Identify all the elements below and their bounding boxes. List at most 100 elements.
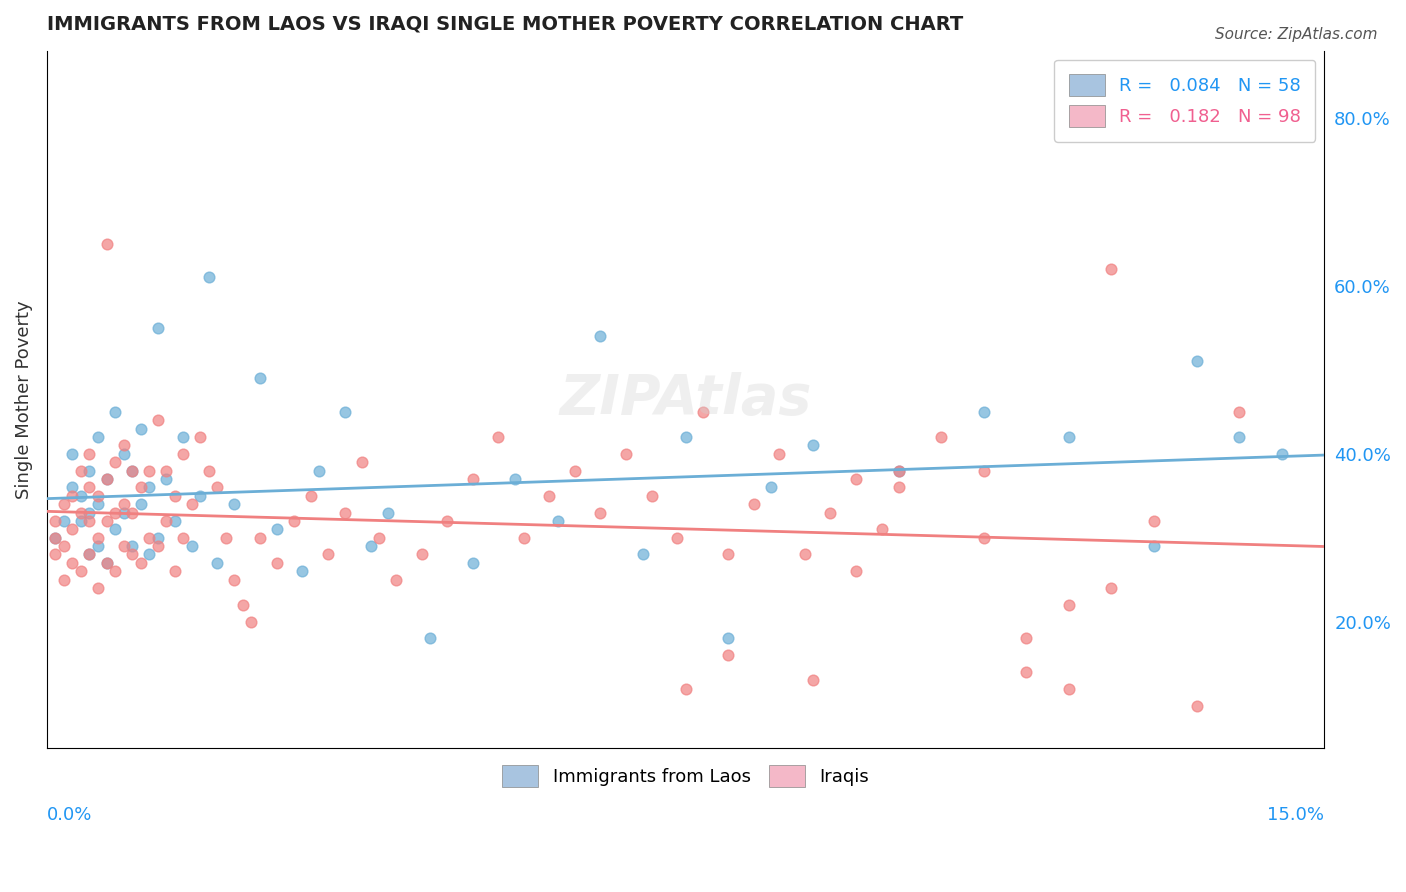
Point [121,548,143,562]
Point [96,514,118,528]
Text: ZIPAtlas: ZIPAtlas [560,372,811,426]
Point [172,447,194,461]
Point [614,447,637,461]
Point [845,472,868,486]
Point [96,236,118,251]
Point [631,548,654,562]
Point [146,539,169,553]
Point [1101,262,1123,277]
Point [368,531,391,545]
Point [1271,447,1294,461]
Point [461,472,484,486]
Point [70,514,93,528]
Point [87,539,110,553]
Point [224,497,246,511]
Point [163,489,186,503]
Point [205,480,228,494]
Point [291,564,314,578]
Point [62,556,84,570]
Point [249,371,271,385]
Point [138,464,160,478]
Point [52,514,75,528]
Point [505,472,527,486]
Point [62,480,84,494]
Point [717,648,740,663]
Point [803,438,825,452]
Point [146,413,169,427]
Point [112,447,135,461]
Point [299,489,322,503]
Point [188,430,211,444]
Point [163,564,186,578]
Point [112,539,135,553]
Point [70,464,93,478]
Point [138,480,160,494]
Point [973,464,995,478]
Text: IMMIGRANTS FROM LAOS VS IRAQI SINGLE MOTHER POVERTY CORRELATION CHART: IMMIGRANTS FROM LAOS VS IRAQI SINGLE MOT… [46,15,963,34]
Point [172,531,194,545]
Point [96,556,118,570]
Point [138,531,160,545]
Point [717,548,740,562]
Point [1015,665,1038,679]
Point [79,506,101,520]
Point [308,464,330,478]
Point [52,539,75,553]
Legend: R =   0.084   N = 58, R =   0.182   N = 98: R = 0.084 N = 58, R = 0.182 N = 98 [1054,60,1316,142]
Point [333,506,356,520]
Point [129,480,152,494]
Point [1143,514,1166,528]
Point [436,514,458,528]
Point [121,464,143,478]
Point [266,522,288,536]
Point [675,681,697,696]
Point [87,489,110,503]
Point [52,573,75,587]
Point [62,447,84,461]
Point [1015,632,1038,646]
Point [283,514,305,528]
Point [793,548,815,562]
Point [845,564,868,578]
Point [129,497,152,511]
Point [564,464,586,478]
Point [1057,681,1080,696]
Point [1101,581,1123,595]
Point [742,497,765,511]
Point [112,497,135,511]
Point [155,472,177,486]
Point [461,556,484,570]
Point [249,531,271,545]
Point [44,531,66,545]
Point [692,405,714,419]
Point [121,539,143,553]
Point [1227,405,1250,419]
Point [44,531,66,545]
Point [79,464,101,478]
Point [96,472,118,486]
Point [155,464,177,478]
Point [232,598,254,612]
Point [70,489,93,503]
Point [52,497,75,511]
Point [87,430,110,444]
Point [870,522,893,536]
Point [360,539,382,553]
Y-axis label: Single Mother Poverty: Single Mother Poverty [15,300,32,499]
Point [1143,539,1166,553]
Point [87,581,110,595]
Point [44,514,66,528]
Point [155,514,177,528]
Point [803,673,825,688]
Point [180,497,202,511]
Point [385,573,408,587]
Point [717,632,740,646]
Point [589,506,612,520]
Point [146,321,169,335]
Point [146,531,169,545]
Point [180,539,202,553]
Point [44,548,66,562]
Point [1185,354,1208,368]
Point [104,506,127,520]
Point [87,531,110,545]
